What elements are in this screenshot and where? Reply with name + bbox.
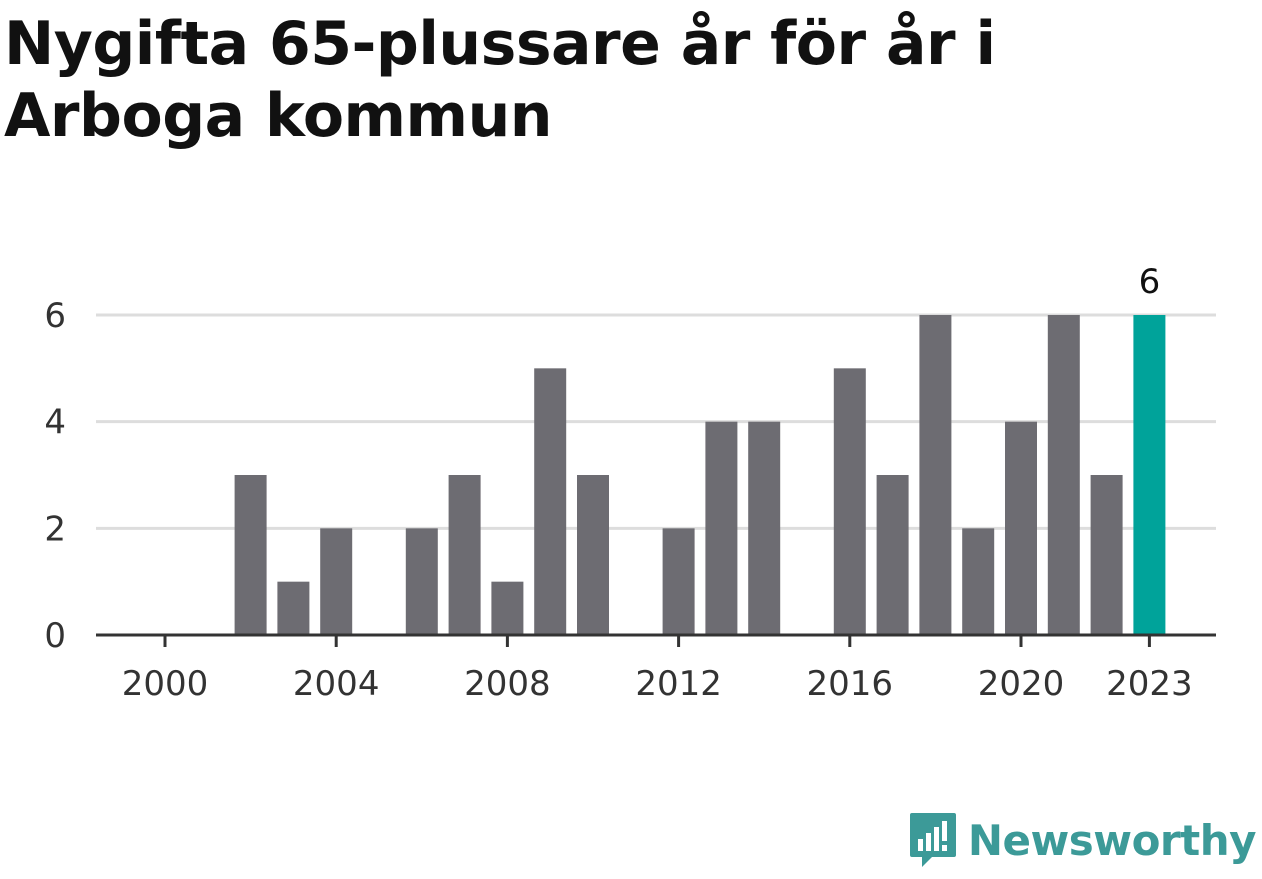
bar-2002	[234, 475, 267, 635]
x-tick-label: 2016	[807, 664, 894, 704]
bar-2004	[320, 528, 353, 635]
bar-2020	[1005, 421, 1037, 635]
x-tick-label: 2023	[1106, 664, 1193, 704]
y-tick-label: 0	[44, 616, 66, 656]
bar-2010	[577, 475, 609, 635]
highlight-value-label: 6	[1139, 262, 1161, 302]
x-tick-label: 2004	[293, 664, 380, 704]
value-labels: 6	[1139, 262, 1161, 302]
bar-2017	[876, 475, 909, 635]
y-axis-ticks: 0 2 4 6	[44, 296, 66, 656]
brand-logo: Newsworthy	[908, 811, 1257, 869]
x-axis: 2000 2004 2008 2012 2016 2020 2023	[96, 633, 1216, 704]
bar-2012	[662, 528, 695, 635]
x-tick-label: 2000	[122, 664, 209, 704]
y-tick-label: 4	[44, 403, 66, 443]
bar-2013	[705, 421, 738, 635]
brand-name: Newsworthy	[967, 815, 1257, 865]
bar-2007	[448, 475, 481, 635]
x-tick-label: 2008	[464, 664, 551, 704]
bar-2003	[277, 581, 310, 635]
bar-2023	[1133, 315, 1166, 635]
bar-2009	[534, 368, 567, 635]
bar-2016	[833, 368, 866, 635]
y-tick-label: 6	[44, 296, 66, 336]
bar-2019	[962, 528, 995, 635]
bar-2014	[748, 421, 781, 635]
bar-2006	[405, 528, 438, 635]
chart-title: Nygifta 65-plussare år för år i Arboga k…	[4, 9, 996, 151]
y-tick-label: 2	[44, 509, 66, 549]
bar-2022	[1090, 475, 1123, 635]
bar-2018	[919, 315, 952, 635]
bars	[234, 315, 1166, 635]
bar-2008	[491, 581, 524, 635]
x-tick-label: 2020	[978, 664, 1065, 704]
newsworthy-logo-icon	[909, 813, 956, 867]
bar-2021	[1047, 315, 1080, 635]
x-tick-label: 2012	[635, 664, 722, 704]
